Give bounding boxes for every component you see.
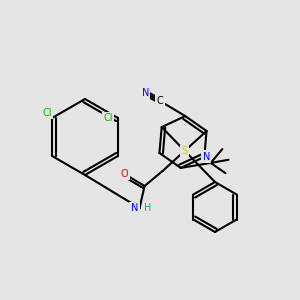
- Text: N: N: [131, 203, 138, 213]
- Text: Cl: Cl: [103, 113, 113, 123]
- Text: H: H: [144, 203, 151, 213]
- Text: Cl: Cl: [42, 108, 52, 118]
- Text: S: S: [182, 146, 188, 156]
- Text: O: O: [121, 169, 128, 179]
- Text: N: N: [202, 152, 210, 162]
- Text: N: N: [142, 88, 149, 98]
- Text: C: C: [157, 96, 164, 106]
